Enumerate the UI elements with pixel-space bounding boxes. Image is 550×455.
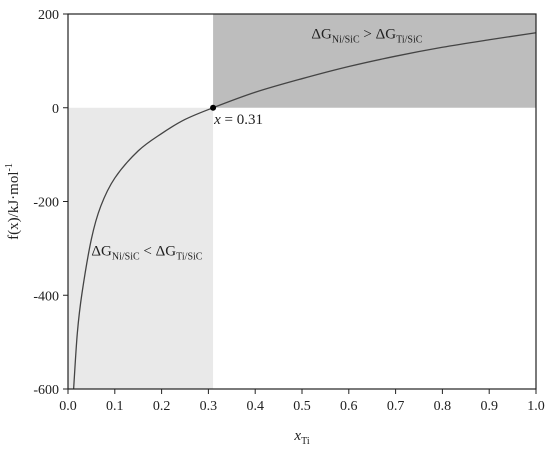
anno-upper-delta1: ΔG	[311, 26, 332, 42]
anno-lower-sub1: Ni/SiC	[112, 251, 140, 262]
y-axis-title-sup: -1	[4, 163, 15, 171]
shaded-region-0	[68, 107, 214, 389]
x-tick-label-5: 0.5	[293, 399, 311, 414]
anno-upper-sub2: Ti/SiC	[396, 34, 423, 45]
x-tick-label-1: 0.1	[106, 399, 124, 414]
marker-layer	[210, 104, 217, 111]
y-tick-label-0: -600	[33, 383, 59, 398]
x-tick-label-0: 0.0	[59, 399, 77, 414]
x-tick-label-6: 0.6	[340, 399, 358, 414]
series-layer	[72, 32, 537, 390]
y-axis-title-text: f(x)/kJ·mol	[6, 172, 22, 240]
x-tick-label-4: 0.4	[246, 399, 264, 414]
anno-upper-delta2: ΔG	[376, 26, 397, 42]
intersection-point	[210, 104, 217, 111]
y-tick-label-3: 0	[52, 102, 59, 117]
anno-upper-op: >	[360, 26, 376, 42]
marker-label-value: = 0.31	[221, 112, 263, 128]
anno-lower-delta2: ΔG	[156, 243, 177, 259]
x-tick-label-7: 0.7	[387, 399, 405, 414]
marker-label-var: x	[213, 112, 221, 128]
x-tick-label-8: 0.8	[434, 399, 452, 414]
anno-upper-sub1: Ni/SiC	[332, 34, 360, 45]
annotation-upper: ΔGNi/SiC > ΔGTi/SiC	[311, 26, 422, 45]
x-tick-label-3: 0.3	[200, 399, 218, 414]
marker-label: x = 0.31	[213, 112, 263, 128]
x-axis-title-main: x	[293, 428, 301, 444]
y-tick-label-1: -400	[33, 289, 59, 304]
annotation-lower: ΔGNi/SiC < ΔGTi/SiC	[91, 243, 202, 262]
y-tick-label-4: 200	[38, 8, 59, 23]
y-axis-title: f(x)/kJ·mol-1	[4, 163, 22, 240]
anno-lower-delta1: ΔG	[91, 243, 112, 259]
x-axis-title-sub: Ti	[301, 436, 310, 447]
anno-lower-op: <	[140, 243, 156, 259]
x-axis-title: xTi	[293, 428, 309, 447]
series-line-0	[72, 32, 537, 390]
x-tick-label-10: 1.0	[527, 399, 545, 414]
x-tick-label-9: 0.9	[480, 399, 498, 414]
ticks	[63, 13, 537, 394]
anno-lower-sub2: Ti/SiC	[176, 251, 203, 262]
shaded-regions	[68, 14, 536, 389]
tick-labels: 0.0 0.1 0.2 0.3 0.4 0.5 0.6 0.7 0.8 0.9 1.0 -600 -40…	[33, 8, 544, 414]
y-tick-label-2: -200	[33, 196, 59, 211]
x-tick-label-2: 0.2	[153, 399, 171, 414]
